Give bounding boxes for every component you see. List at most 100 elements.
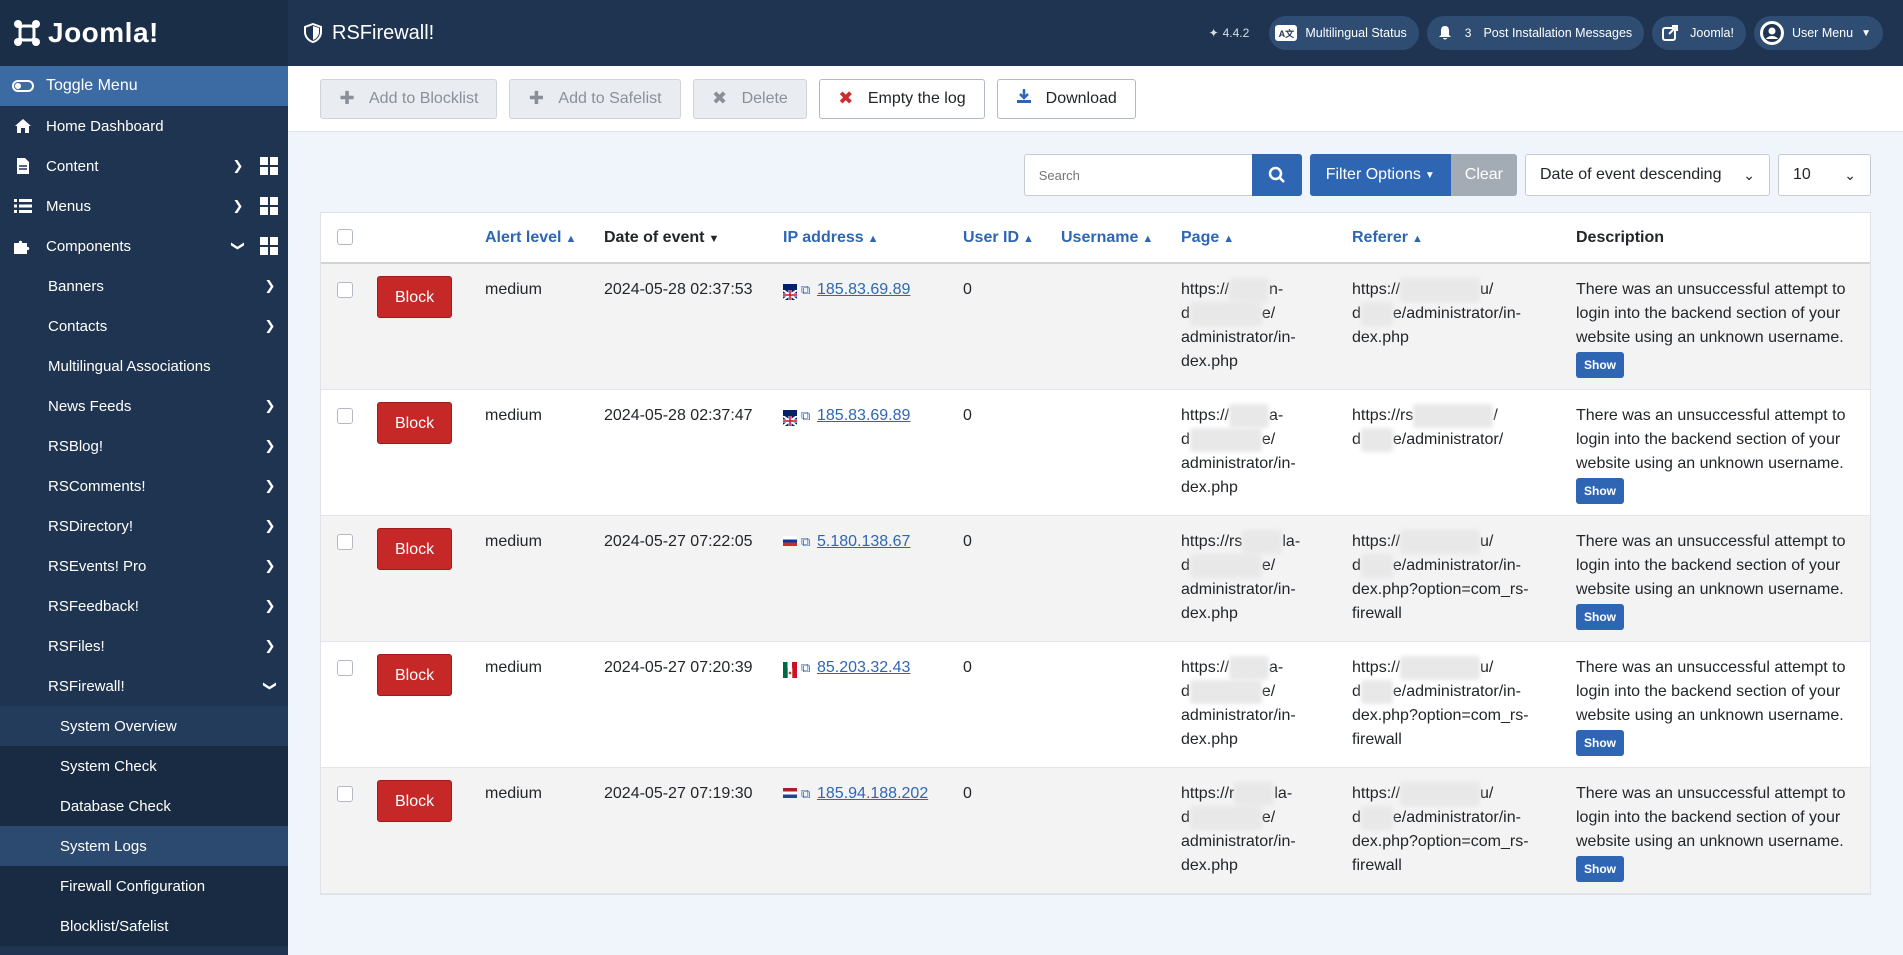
ordering-select[interactable]: Date of event descending ⌄: [1525, 154, 1770, 196]
sidebar-sub-rsfiles[interactable]: RSFiles! ❯: [0, 626, 288, 666]
add-to-safelist-button[interactable]: ✚ Add to Safelist: [509, 78, 681, 119]
dashboard-grid-icon[interactable]: [260, 157, 278, 175]
column-username[interactable]: Username ▲︎: [1053, 213, 1173, 264]
referer-text: firewall: [1352, 604, 1402, 622]
block-button[interactable]: Block: [377, 527, 453, 570]
limit-select[interactable]: 10 ⌄: [1778, 154, 1871, 196]
sidebar-item-components[interactable]: Components ❯: [0, 226, 288, 266]
user-menu-button[interactable]: User Menu ▼: [1753, 16, 1883, 50]
filter-options-button[interactable]: Filter Options ▼: [1309, 154, 1451, 196]
delete-button[interactable]: ✖ Delete: [692, 78, 807, 119]
block-button[interactable]: Block: [377, 401, 453, 444]
download-icon: [1016, 88, 1032, 109]
toggle-icon: [12, 80, 34, 92]
column-ip-address[interactable]: IP address ▲︎: [775, 213, 955, 264]
user-id-cell: 0: [963, 784, 972, 802]
sidebar-item-content[interactable]: Content ❯: [0, 146, 288, 186]
search-input[interactable]: [1023, 154, 1252, 196]
block-button[interactable]: Block: [377, 653, 453, 696]
referer-text: u/: [1480, 658, 1494, 676]
row-checkbox[interactable]: [337, 407, 353, 424]
ip-link[interactable]: 185.83.69.89: [817, 406, 911, 424]
column-page[interactable]: Page ▲︎: [1173, 213, 1344, 264]
external-link-icon[interactable]: ⧉: [801, 785, 811, 801]
row-checkbox[interactable]: [337, 785, 353, 802]
show-button[interactable]: Show: [1576, 855, 1624, 882]
sidebar-sub-rscomments[interactable]: RSComments! ❯: [0, 466, 288, 506]
show-button[interactable]: Show: [1576, 477, 1624, 504]
block-button[interactable]: Block: [377, 779, 453, 822]
redacted-text: xxxxx: [1234, 781, 1275, 806]
dashboard-grid-icon[interactable]: [260, 197, 278, 215]
column-alert-level[interactable]: Alert level ▲︎: [477, 213, 596, 264]
search-button[interactable]: [1251, 154, 1302, 196]
page-text: administrator/in-: [1181, 454, 1296, 472]
sidebar-sub-database-check[interactable]: Database Check: [0, 786, 288, 826]
sidebar-sub-rsfirewall[interactable]: RSFirewall! ❯: [0, 666, 288, 706]
show-button[interactable]: Show: [1576, 603, 1624, 630]
dashboard-grid-icon[interactable]: [260, 237, 278, 255]
ip-link[interactable]: 185.83.69.89: [817, 281, 911, 299]
row-checkbox[interactable]: [337, 282, 353, 298]
redacted-text: xxxxx: [1229, 403, 1270, 428]
sidebar-sub-news-feeds[interactable]: News Feeds ❯: [0, 386, 288, 426]
sidebar-sub-system-logs[interactable]: System Logs: [0, 826, 288, 866]
ip-link[interactable]: 5.180.138.67: [817, 532, 911, 550]
show-button[interactable]: Show: [1576, 729, 1624, 756]
chevron-right-icon: ❯: [232, 158, 244, 173]
column-user-id[interactable]: User ID ▲︎: [955, 213, 1053, 264]
ip-link[interactable]: 85.203.32.43: [817, 658, 911, 676]
chevron-right-icon: ❯: [264, 398, 276, 413]
clear-button[interactable]: Clear: [1450, 154, 1517, 196]
external-link-icon[interactable]: ⧉: [801, 282, 811, 297]
download-button[interactable]: Download: [996, 78, 1136, 119]
column-referer[interactable]: Referer ▲︎: [1344, 213, 1568, 264]
sidebar-sub-system-check[interactable]: System Check: [0, 746, 288, 786]
sidebar-sub-rsevents-pro[interactable]: RSEvents! Pro ❯: [0, 546, 288, 586]
page-text: administrator/in-: [1181, 580, 1296, 598]
sidebar-sub-rsfeedback[interactable]: RSFeedback! ❯: [0, 586, 288, 626]
version: ✦ 4.4.2: [1209, 26, 1250, 40]
sidebar-sub-contacts[interactable]: Contacts ❯: [0, 306, 288, 346]
column-date[interactable]: Date of event ▼: [596, 213, 775, 264]
toggle-menu[interactable]: Toggle Menu: [0, 66, 288, 106]
sidebar-sub-rsblog[interactable]: RSBlog! ❯: [0, 426, 288, 466]
referer-text: dex.php?option=com_rs-: [1352, 580, 1529, 598]
redacted-text: xxxxxxxxx: [1189, 805, 1262, 830]
sub-label: RSComments!: [48, 477, 146, 495]
block-button[interactable]: Block: [377, 276, 453, 318]
empty-log-button[interactable]: ✖ Empty the log: [818, 78, 985, 119]
sidebar-sub-system-overview[interactable]: System Overview: [0, 706, 288, 746]
row-checkbox[interactable]: [337, 659, 353, 676]
sidebar-sub-multilingual-associations[interactable]: Multilingual Associations: [0, 346, 288, 386]
table-header-row: Alert level ▲︎ Date of event ▼ IP address ▲…: [321, 213, 1870, 264]
show-button[interactable]: Show: [1576, 352, 1624, 378]
external-link-icon[interactable]: ⧉: [801, 533, 811, 549]
chevron-right-icon: ❯: [264, 318, 276, 333]
date-cell: 2024-05-28 02:37:47: [604, 406, 753, 424]
add-to-blocklist-button[interactable]: ✚ Add to Blocklist: [320, 78, 498, 119]
sidebar-sub-firewall-configuration[interactable]: Firewall Configuration: [0, 866, 288, 906]
chevron-right-icon: ❯: [264, 438, 276, 453]
joomla-site-button[interactable]: Joomla!: [1652, 16, 1746, 50]
external-link-icon[interactable]: ⧉: [801, 407, 811, 423]
sidebar-sub-banners[interactable]: Banners ❯: [0, 266, 288, 306]
page-text: administrator/in-: [1181, 329, 1296, 346]
country-flag-icon: [782, 409, 798, 427]
sidebar-item-menus[interactable]: Menus ❯: [0, 186, 288, 226]
ip-link[interactable]: 185.94.188.202: [817, 784, 929, 802]
post-installation-button[interactable]: 3 Post Installation Messages: [1426, 16, 1645, 50]
sidebar-sub-blocklist-safelist[interactable]: Blocklist/Safelist: [0, 906, 288, 946]
sidebar: Joomla! Toggle Menu Home Dashboard Conte…: [0, 0, 288, 955]
multilingual-status-button[interactable]: A文 Multilingual Status: [1269, 16, 1419, 50]
row-checkbox[interactable]: [337, 533, 353, 550]
puzzle-icon: [12, 235, 34, 257]
external-link-icon[interactable]: ⧉: [801, 659, 811, 675]
language-icon: A文: [1275, 25, 1298, 41]
sidebar-sub-rsdirectory[interactable]: RSDirectory! ❯: [0, 506, 288, 546]
sidebar-item-home[interactable]: Home Dashboard: [0, 106, 288, 146]
select-all-checkbox[interactable]: [337, 229, 353, 245]
joomla-logo[interactable]: Joomla!: [12, 17, 159, 49]
page-text: dex.php: [1181, 604, 1238, 622]
search-icon: [1268, 166, 1285, 183]
